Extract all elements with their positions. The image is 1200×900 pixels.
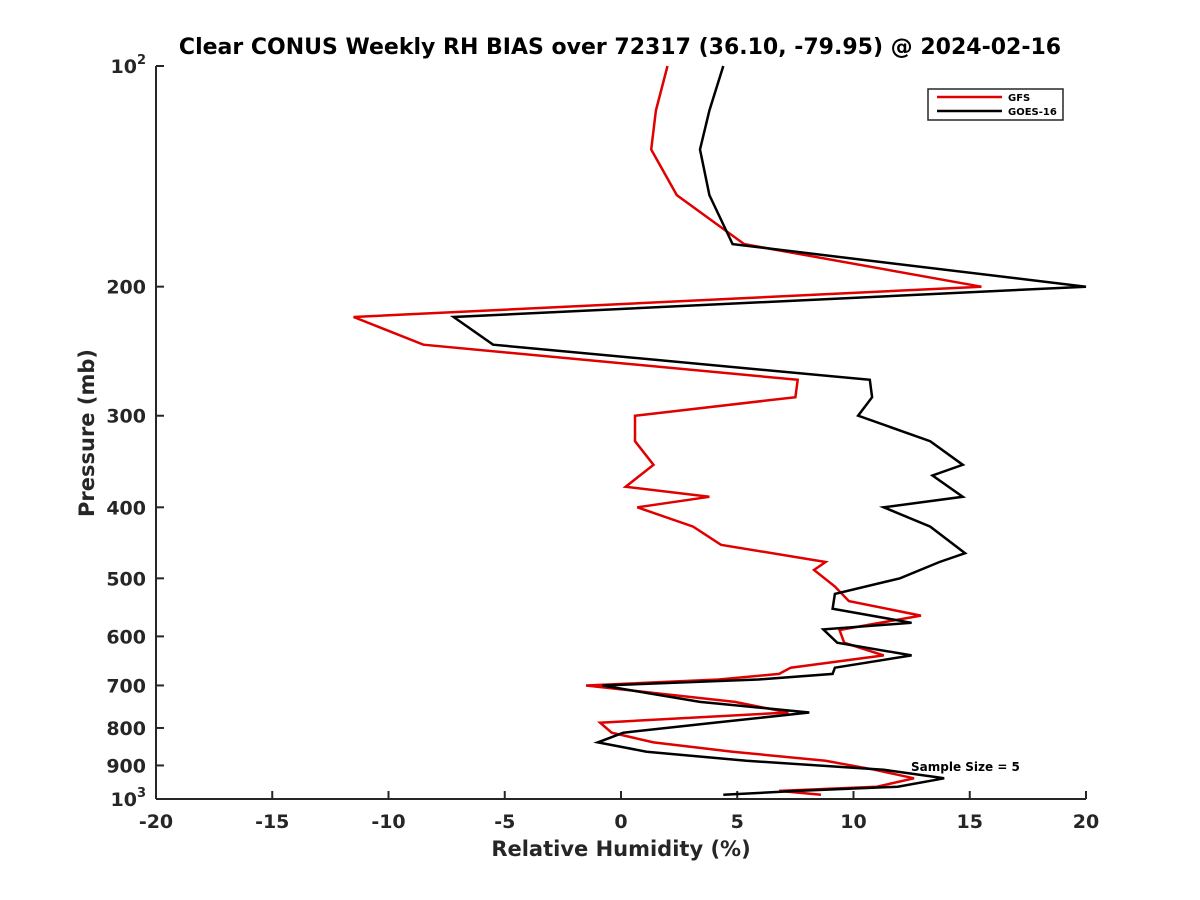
x-tick-label: -10 [371,811,405,833]
y-axis-label: Pressure (mb) [75,349,99,517]
y-tick-label: 600 [106,626,146,648]
series-group [353,65,1087,797]
y-tick-label: 102 [111,53,147,78]
x-tick-label: -15 [255,811,289,833]
legend-label-goes16: GOES-16 [1008,107,1057,118]
x-tick-label: 5 [731,811,744,833]
x-tick-label: -20 [139,811,173,833]
sample-size-annotation: Sample Size = 5 [911,760,1020,774]
y-tick-label: 500 [106,568,146,590]
chart-title: Clear CONUS Weekly RH BIAS over 72317 (3… [179,35,1061,60]
x-axis-label: Relative Humidity (%) [491,837,750,861]
y-tick-label: 400 [106,497,146,519]
x-tick-label: 10 [840,811,866,833]
y-tick-label: 900 [106,755,146,777]
legend-box [927,88,1064,121]
series-line-gfs [353,65,982,797]
y-tick-base: 10 [111,789,137,811]
x-ticks: -20 -15 -10 -5 0 5 10 15 20 [139,791,1099,833]
y-tick-label: 200 [106,277,146,299]
x-tick-label: 0 [614,811,627,833]
y-tick-label: 103 [111,786,147,811]
x-tick-label: -5 [494,811,515,833]
y-tick-label: 300 [106,406,146,428]
y-tick-exponent: 3 [137,786,146,801]
y-tick-label: 800 [106,718,146,740]
series-line-goes16 [449,65,1087,797]
y-tick-label: 700 [106,675,146,697]
legend-label-gfs: GFS [1008,93,1030,104]
legend: GFS GOES-16 [927,88,1064,121]
x-tick-label: 20 [1073,811,1099,833]
y-tick-base: 10 [111,56,137,78]
y-tick-exponent: 2 [137,53,146,68]
x-tick-label: 15 [957,811,983,833]
